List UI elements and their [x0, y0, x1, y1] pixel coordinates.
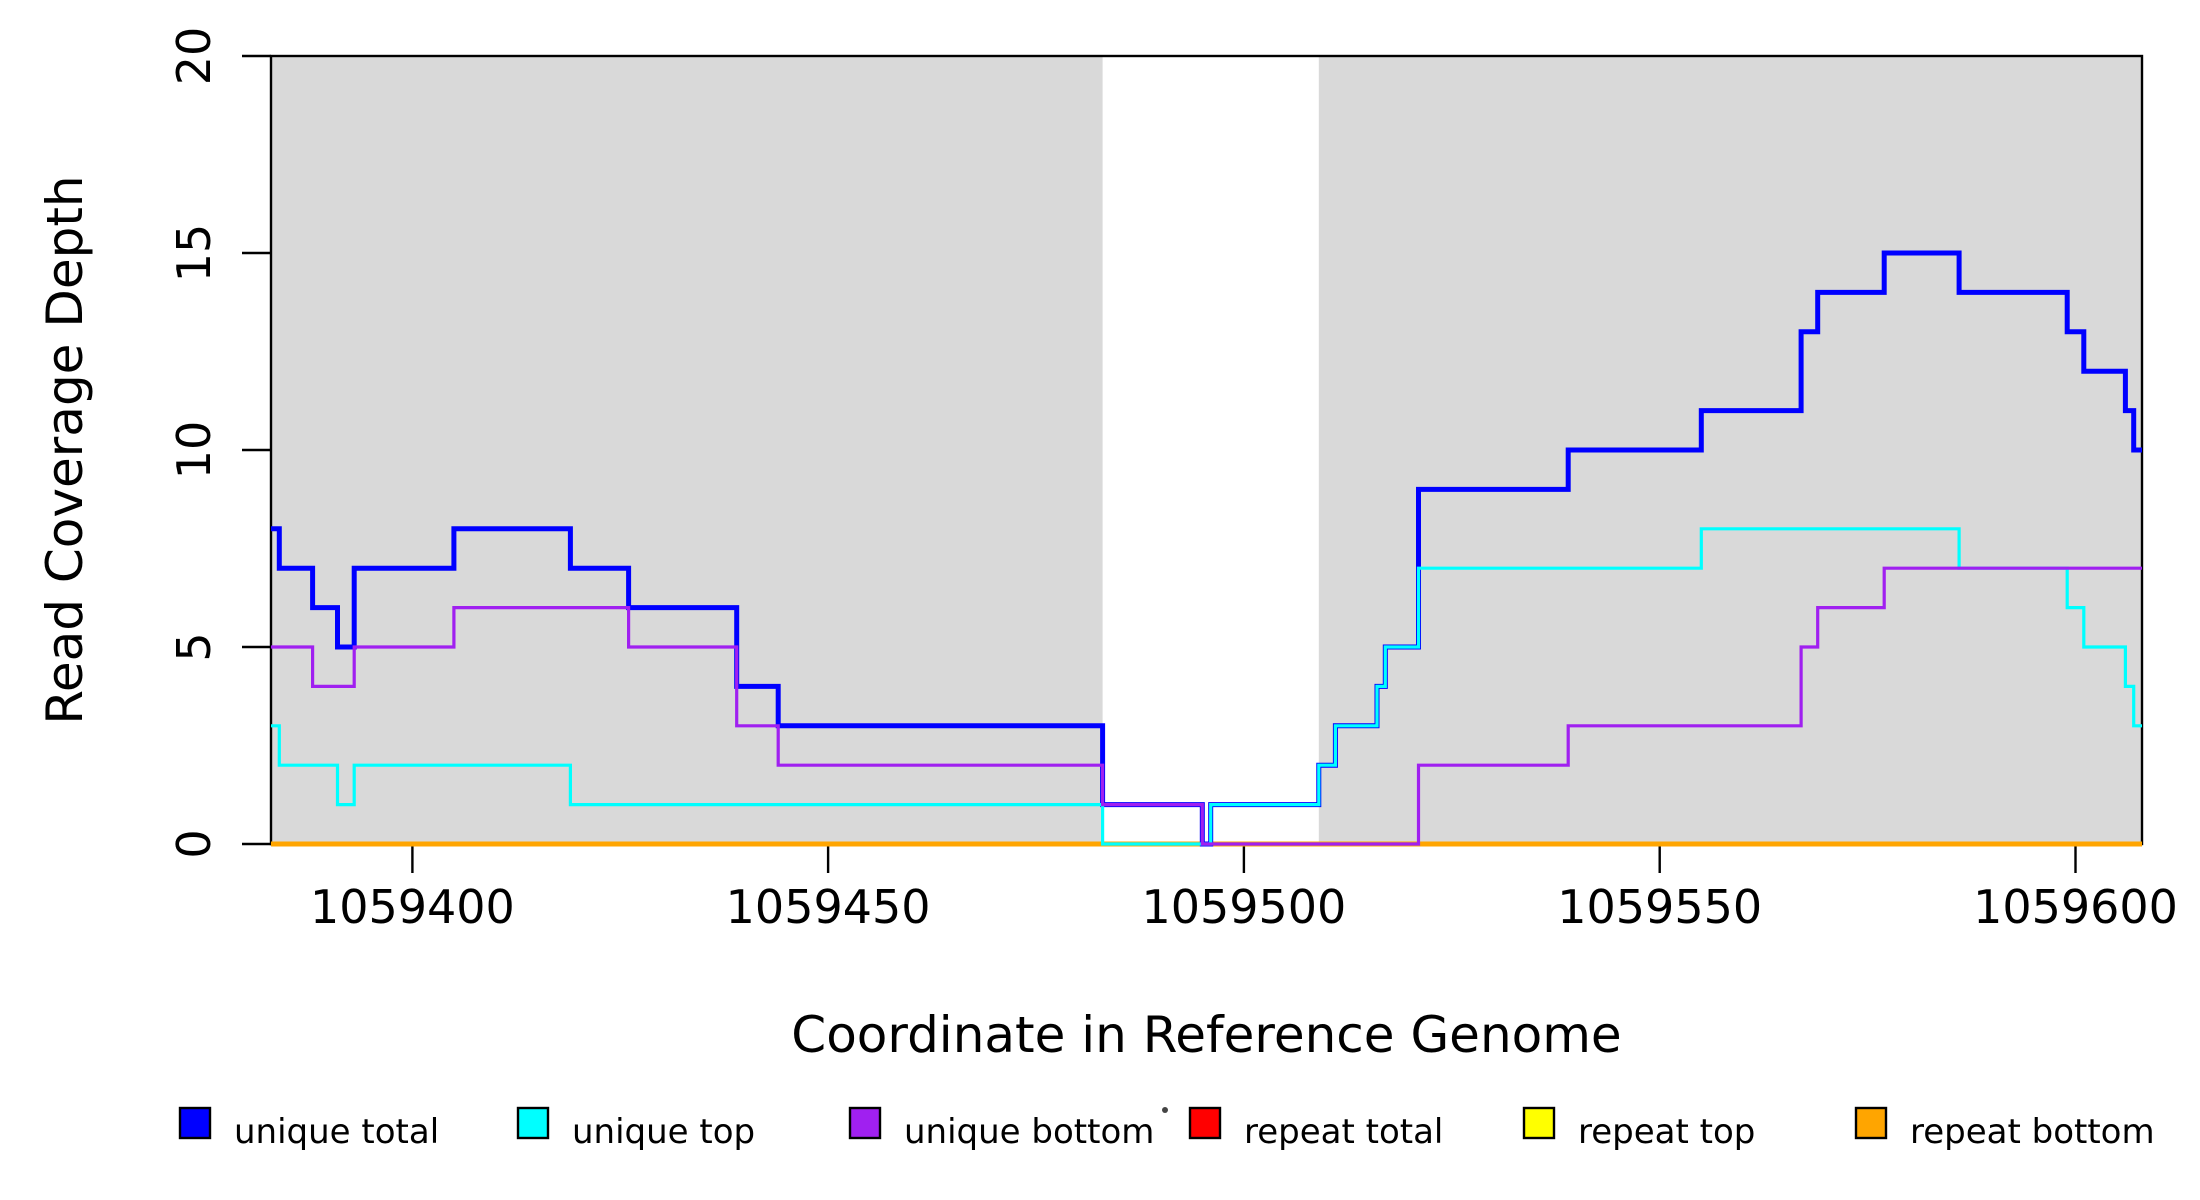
series-unique-top: [271, 527, 2142, 846]
legend-label-unique-total: unique total: [234, 1112, 439, 1152]
legend-swatch-unique-total: [178, 1106, 212, 1140]
y-axis-title: Read Coverage Depth: [36, 175, 94, 724]
x-tick-label-2: 1059500: [1141, 880, 1346, 934]
x-axis-title: Coordinate in Reference Genome: [791, 1006, 1621, 1064]
stray-mark: [1162, 1107, 1168, 1113]
legend-label-repeat-bottom: repeat bottom: [1910, 1112, 2155, 1152]
legend-swatch-repeat-top: [1522, 1106, 1556, 1140]
shaded-region-0: [271, 56, 1103, 844]
x-tick-label-4: 1059600: [1973, 880, 2178, 934]
legend-label-unique-bottom: unique bottom: [904, 1112, 1154, 1152]
x-tick-label-1: 1059450: [726, 880, 931, 934]
y-tick-label-3: 15: [167, 224, 221, 283]
legend-swatch-repeat-bottom: [1854, 1106, 1888, 1140]
x-tick-label-0: 1059400: [310, 880, 515, 934]
legend-swatch-repeat-total: [1188, 1106, 1222, 1140]
y-tick-label-0: 0: [167, 829, 221, 858]
shaded-region-1: [1318, 56, 2142, 844]
legend-swatch-unique-bottom: [848, 1106, 882, 1140]
x-tick-label-3: 1059550: [1557, 880, 1762, 934]
legend-swatch-unique-top: [516, 1106, 550, 1140]
legend-label-repeat-top: repeat top: [1578, 1112, 1755, 1152]
y-tick-label-4: 20: [167, 27, 221, 86]
y-tick-label-1: 5: [167, 632, 221, 661]
series-unique-bottom: [271, 566, 2142, 846]
y-tick-label-2: 10: [167, 421, 221, 480]
legend-label-unique-top: unique top: [572, 1112, 755, 1152]
legend-label-repeat-total: repeat total: [1244, 1112, 1443, 1152]
